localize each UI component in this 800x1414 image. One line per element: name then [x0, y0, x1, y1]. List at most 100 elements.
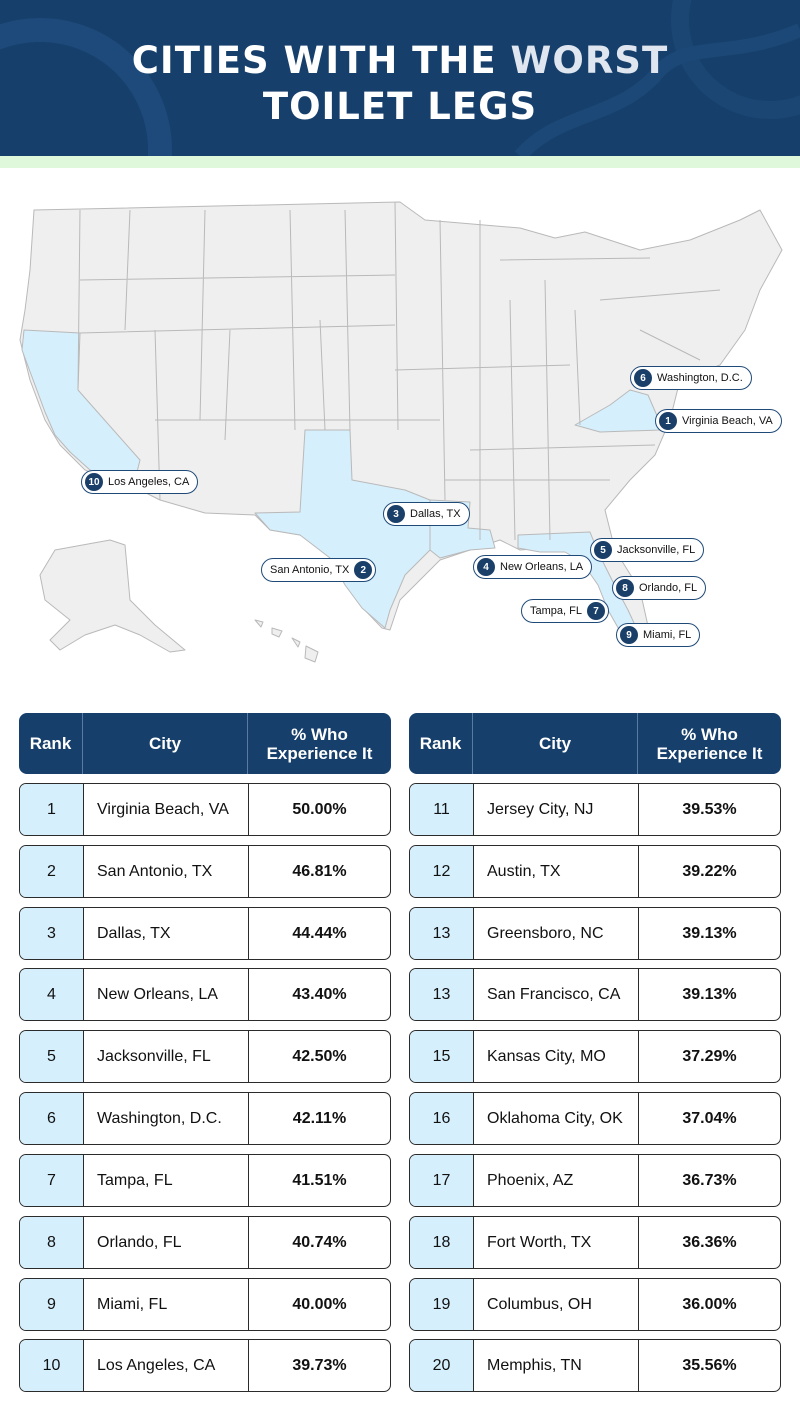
cell-rank: 12: [410, 846, 474, 897]
cell-pct: 43.40%: [292, 985, 347, 1003]
marker-rank: 1: [659, 412, 677, 430]
cell-city: Orlando, FL: [84, 1217, 249, 1268]
marker-washington-dc[interactable]: 6 Washington, D.C.: [630, 366, 752, 390]
table-row: 4 New Orleans, LA 43.40%: [19, 968, 391, 1021]
cell-city: Jacksonville, FL: [84, 1031, 249, 1082]
table-row: 18 Fort Worth, TX 36.36%: [409, 1216, 781, 1269]
marker-rank: 3: [387, 505, 405, 523]
hawaii-shape: [254, 619, 319, 663]
marker-label: Orlando, FL: [639, 582, 698, 594]
table-row: 11 Jersey City, NJ 39.53%: [409, 783, 781, 836]
ranking-table-left: Rank City % Who Experience It 1 Virginia …: [19, 713, 391, 1392]
marker-label: Washington, D.C.: [657, 372, 743, 384]
cell-rank: 5: [20, 1031, 84, 1082]
cell-city: Greensboro, NC: [474, 908, 639, 959]
cell-rank: 10: [20, 1340, 84, 1391]
cell-city: Miami, FL: [84, 1279, 249, 1330]
cell-pct: 41.51%: [292, 1171, 347, 1189]
cell-rank: 20: [410, 1340, 474, 1391]
table-row: 20 Memphis, TN 35.56%: [409, 1339, 781, 1392]
header-stripe: [0, 156, 800, 168]
cell-city: San Antonio, TX: [84, 846, 249, 897]
table-row: 15 Kansas City, MO 37.29%: [409, 1030, 781, 1083]
cell-city: Fort Worth, TX: [474, 1217, 639, 1268]
cell-city: Jersey City, NJ: [474, 784, 639, 835]
marker-tampa[interactable]: Tampa, FL 7: [521, 599, 609, 623]
cell-city: Kansas City, MO: [474, 1031, 639, 1082]
header-banner: CITIES WITH THE WORST TOILET LEGS: [0, 0, 800, 156]
table-row: 19 Columbus, OH 36.00%: [409, 1278, 781, 1331]
cell-rank: 2: [20, 846, 84, 897]
marker-miami[interactable]: 9 Miami, FL: [616, 623, 701, 647]
cell-city: Virginia Beach, VA: [84, 784, 249, 835]
cell-rank: 6: [20, 1093, 84, 1144]
marker-label: Tampa, FL: [530, 605, 582, 617]
marker-rank: 8: [616, 579, 634, 597]
state-virginia: [574, 389, 661, 433]
cell-rank: 19: [410, 1279, 474, 1330]
table-row: 17 Phoenix, AZ 36.73%: [409, 1154, 781, 1207]
marker-rank: 6: [634, 369, 652, 387]
cell-rank: 1: [20, 784, 84, 835]
cell-city: Memphis, TN: [474, 1340, 639, 1391]
cell-pct: 39.22%: [682, 862, 737, 880]
cell-rank: 7: [20, 1155, 84, 1206]
cell-city: Columbus, OH: [474, 1279, 639, 1330]
marker-virginia-beach[interactable]: 1 Virginia Beach, VA: [655, 409, 782, 433]
marker-rank: 7: [586, 602, 605, 620]
cell-pct: 44.44%: [292, 924, 347, 942]
marker-new-orleans[interactable]: 4 New Orleans, LA: [473, 555, 593, 579]
header-pct: % Who Experience It: [656, 724, 763, 763]
marker-rank: 5: [594, 541, 612, 559]
cell-pct: 37.29%: [682, 1047, 737, 1065]
cell-city: Washington, D.C.: [84, 1093, 249, 1144]
table-row: 9 Miami, FL 40.00%: [19, 1278, 391, 1331]
cell-pct: 39.13%: [682, 985, 737, 1003]
cell-rank: 9: [20, 1279, 84, 1330]
cell-rank: 17: [410, 1155, 474, 1206]
table-row: 13 San Francisco, CA 39.13%: [409, 968, 781, 1021]
cell-rank: 13: [410, 969, 474, 1020]
cell-pct: 36.36%: [682, 1233, 737, 1251]
marker-label: Los Angeles, CA: [108, 476, 190, 488]
marker-san-antonio[interactable]: San Antonio, TX 2: [261, 558, 377, 582]
table-row: 7 Tampa, FL 41.51%: [19, 1154, 391, 1207]
cell-city: Dallas, TX: [84, 908, 249, 959]
cell-pct: 36.00%: [682, 1295, 737, 1313]
table-row: 1 Virginia Beach, VA 50.00%: [19, 783, 391, 836]
cell-city: Oklahoma City, OK: [474, 1093, 639, 1144]
table-row: 12 Austin, TX 39.22%: [409, 845, 781, 898]
cell-pct: 39.13%: [682, 924, 737, 942]
ranking-table-right: Rank City % Who Experience It 11 Jersey C…: [409, 713, 781, 1392]
marker-rank: 4: [477, 558, 495, 576]
state-texas: [254, 429, 431, 629]
table-header: Rank City % Who Experience It: [409, 713, 781, 774]
us-map: 6 Washington, D.C. 1 Virginia Beach, VA 10…: [0, 180, 800, 680]
cell-pct: 40.00%: [292, 1295, 347, 1313]
cell-rank: 3: [20, 908, 84, 959]
marker-label: Miami, FL: [643, 629, 692, 641]
marker-los-angeles[interactable]: 10 Los Angeles, CA: [81, 470, 199, 494]
page-title: CITIES WITH THE WORST TOILET LEGS: [0, 38, 800, 130]
cell-rank: 8: [20, 1217, 84, 1268]
cell-pct: 36.73%: [682, 1171, 737, 1189]
marker-jacksonville[interactable]: 5 Jacksonville, FL: [590, 538, 705, 562]
marker-label: New Orleans, LA: [500, 561, 584, 573]
cell-city: New Orleans, LA: [84, 969, 249, 1020]
marker-rank: 10: [85, 473, 103, 491]
cell-rank: 16: [410, 1093, 474, 1144]
marker-rank: 2: [354, 561, 373, 579]
marker-label: Dallas, TX: [410, 508, 461, 520]
header-rank: Rank: [409, 713, 473, 774]
marker-dallas[interactable]: 3 Dallas, TX: [383, 502, 470, 526]
table-row: 6 Washington, D.C. 42.11%: [19, 1092, 391, 1145]
table-row: 16 Oklahoma City, OK 37.04%: [409, 1092, 781, 1145]
cell-pct: 42.50%: [292, 1047, 347, 1065]
cell-pct: 39.73%: [292, 1356, 347, 1374]
title-line1-a: CITIES WITH THE: [131, 39, 511, 82]
header-city: City: [83, 713, 248, 774]
table-header: Rank City % Who Experience It: [19, 713, 391, 774]
marker-orlando[interactable]: 8 Orlando, FL: [612, 576, 707, 600]
table-row: 5 Jacksonville, FL 42.50%: [19, 1030, 391, 1083]
header-decoration: [0, 0, 800, 156]
